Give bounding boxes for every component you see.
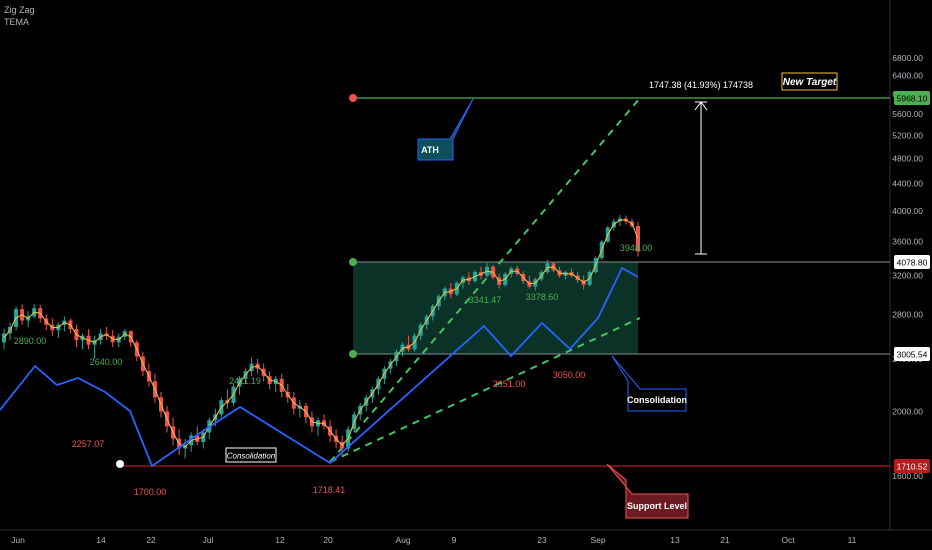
dashed-channel-lower	[329, 317, 641, 463]
zigzag-label: 1700.00	[134, 487, 167, 497]
tema-line	[3, 219, 639, 448]
zigzag-label: 1718.41	[313, 485, 346, 495]
y-tick-label: 6400.00	[892, 70, 923, 80]
x-tick-label: 20	[323, 535, 333, 545]
zigzag-line	[0, 266, 639, 468]
candle-body	[2, 333, 6, 343]
zigzag-label: 2411.19	[229, 376, 261, 386]
indicator-zigzag[interactable]: Zig Zag	[4, 5, 35, 15]
y-tick-label: 4800.00	[892, 153, 923, 163]
y-tick-label: 6800.00	[892, 53, 923, 63]
range-bottom-anchor[interactable]	[349, 350, 357, 358]
x-tick-label: 23	[537, 535, 547, 545]
y-tick-label: 4000.00	[892, 206, 923, 216]
y-tick-label: 5600.00	[892, 109, 923, 119]
y-tick-label: 4400.00	[892, 179, 923, 189]
range-top-anchor[interactable]	[349, 258, 357, 266]
x-tick-label: Oct	[781, 535, 795, 545]
price-tag-range-top: 4078.80	[894, 255, 930, 269]
x-tick-label: Sep	[590, 535, 605, 545]
new-target-box[interactable]	[781, 72, 838, 91]
x-tick-label: 9	[452, 535, 457, 545]
support-anchor[interactable]	[116, 460, 124, 468]
price-tag-support: 1710.52	[894, 459, 930, 473]
zigzag-label: 2257.07	[72, 439, 105, 449]
indicator-tema[interactable]: TEMA	[4, 17, 29, 27]
price-tag-range-top-text: 4078.80	[897, 258, 928, 268]
y-tick-label: 1600.00	[892, 471, 923, 481]
ath-callout[interactable]	[417, 98, 474, 161]
zigzag-label: 2890.00	[14, 336, 47, 346]
ath-callout-label: ATH	[421, 145, 439, 155]
measure-text: 1747.38 (41.93%) 174738	[649, 80, 753, 90]
y-tick-label: 2800.00	[892, 309, 923, 319]
zigzag-label: 3341.47	[469, 295, 502, 305]
zigzag-label: 3948.00	[620, 243, 653, 253]
x-tick-label: 11	[848, 535, 857, 545]
x-axis-ticks: Jun 14 22 Jul 12 20 Aug 9 23 Sep 13 21 Oct 11	[11, 535, 857, 545]
x-tick-label: 21	[720, 535, 730, 545]
consolidation-callout[interactable]	[611, 355, 687, 412]
price-tag-ath: 5968.10	[894, 91, 930, 105]
price-tag-range-bottom: 3005.54	[894, 347, 930, 361]
zigzag-label: 3050.00	[553, 370, 586, 380]
consolidation-small-label: Consolidation	[227, 452, 276, 461]
x-tick-label: Aug	[395, 535, 410, 545]
dashed-channel-upper	[329, 97, 641, 463]
y-tick-label: 3600.00	[892, 237, 923, 247]
x-tick-label: 14	[96, 535, 106, 545]
price-tag-support-text: 1710.52	[897, 462, 928, 472]
consolidation-callout-label: Consolidation	[627, 395, 687, 405]
price-tag-ath-text: 5968.10	[897, 94, 928, 104]
y-tick-label: 2000.00	[892, 407, 923, 417]
support-callout-label: Support Level	[627, 501, 687, 511]
y-tick-label: 5200.00	[892, 130, 923, 140]
candle-body	[636, 226, 640, 252]
x-tick-label: Jul	[203, 535, 214, 545]
zigzag-label: 2640.00	[90, 357, 123, 367]
x-tick-label: 13	[670, 535, 680, 545]
x-tick-label: Jun	[11, 535, 25, 545]
consolidation-small-box[interactable]	[225, 447, 277, 463]
y-tick-label: 3200.00	[892, 271, 923, 281]
support-callout[interactable]	[606, 463, 689, 519]
price-tag-range-bottom-text: 3005.54	[897, 350, 928, 360]
zigzag-label: 2951.00	[493, 379, 526, 389]
x-tick-label: 22	[146, 535, 156, 545]
new-target-label: New Target	[783, 77, 837, 88]
x-tick-label: 12	[275, 535, 285, 545]
zigzag-label: 3378.60	[526, 292, 559, 302]
ath-anchor[interactable]	[349, 94, 357, 102]
